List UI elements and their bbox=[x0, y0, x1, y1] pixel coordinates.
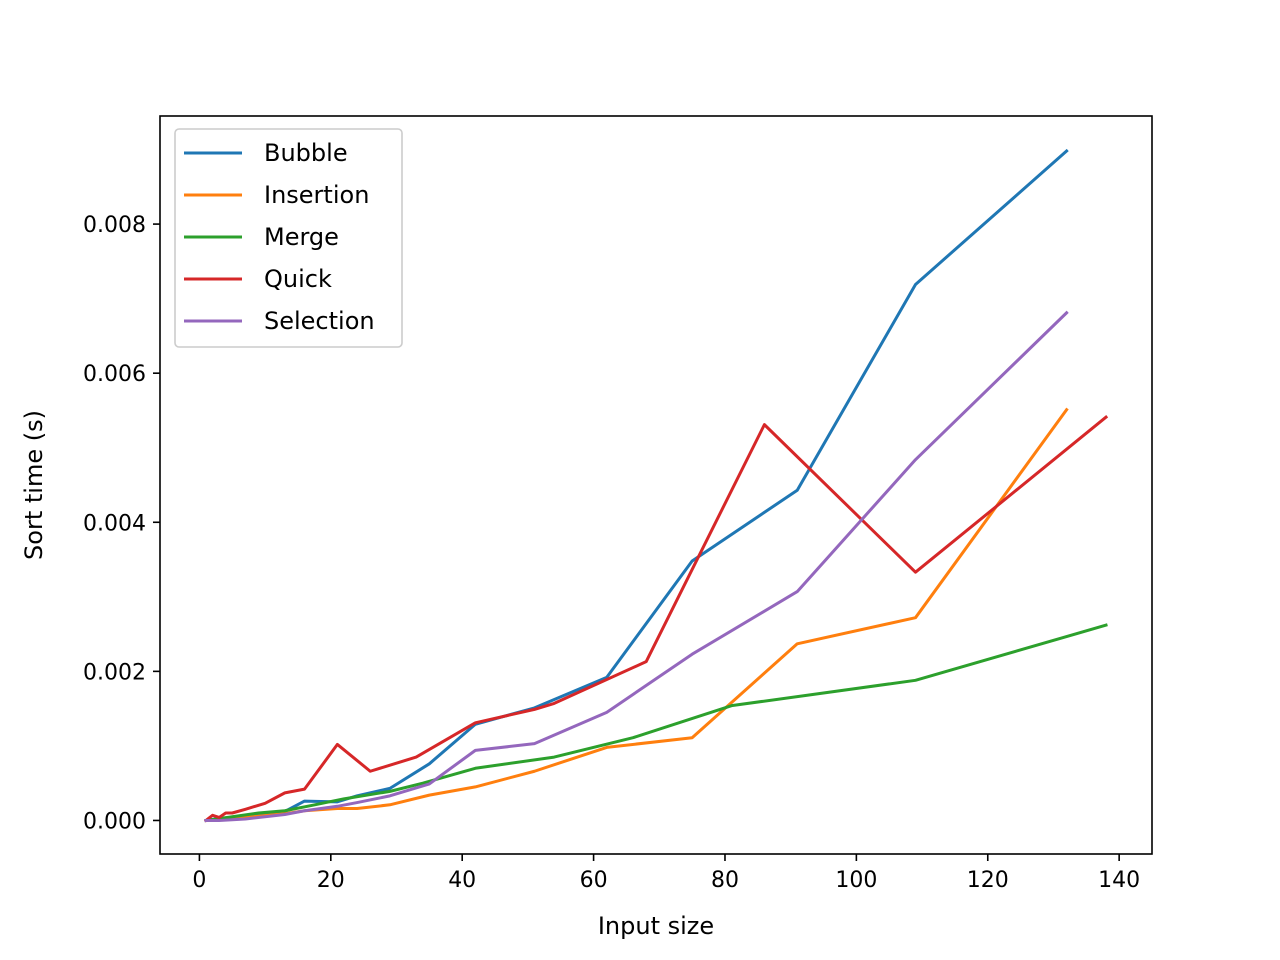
legend-box bbox=[174, 128, 403, 348]
legend-label-selection: Selection bbox=[264, 307, 375, 335]
series-line-merge bbox=[204, 623, 1108, 823]
x-tick-label: 120 bbox=[967, 868, 1009, 893]
series-layer bbox=[203, 148, 1109, 823]
x-tick-label: 140 bbox=[1098, 868, 1140, 893]
x-tick-label: 80 bbox=[711, 868, 739, 893]
x-axis-label: Input size bbox=[598, 912, 714, 940]
y-tick-label: 0.004 bbox=[83, 511, 146, 536]
series-line-quick bbox=[203, 415, 1109, 823]
axes-layer: 0 20 40 60 80 100 120 140 0.000 0.002 0.004 0.006 0.… bbox=[83, 115, 1153, 893]
legend-label-bubble: Bubble bbox=[264, 139, 348, 167]
legend: Bubble Insertion Merge Quick Selection bbox=[174, 128, 403, 348]
plot-frame bbox=[159, 115, 1153, 855]
legend-label-merge: Merge bbox=[264, 223, 339, 251]
y-tick-label: 0.006 bbox=[83, 362, 146, 387]
x-tick-label: 40 bbox=[448, 868, 476, 893]
x-tick-label: 20 bbox=[317, 868, 345, 893]
y-axis-label: Sort time (s) bbox=[20, 410, 48, 560]
x-tick-label: 0 bbox=[192, 868, 206, 893]
y-tick-label: 0.008 bbox=[83, 213, 146, 238]
legend-label-quick: Quick bbox=[264, 265, 332, 293]
series-line-selection bbox=[204, 310, 1069, 822]
y-tick-label: 0.002 bbox=[83, 660, 146, 685]
x-tick-label: 100 bbox=[835, 868, 877, 893]
x-tick-label: 60 bbox=[580, 868, 608, 893]
legend-label-insertion: Insertion bbox=[264, 181, 369, 209]
series-line-insertion bbox=[204, 407, 1069, 823]
y-tick-label: 0.000 bbox=[83, 809, 146, 834]
